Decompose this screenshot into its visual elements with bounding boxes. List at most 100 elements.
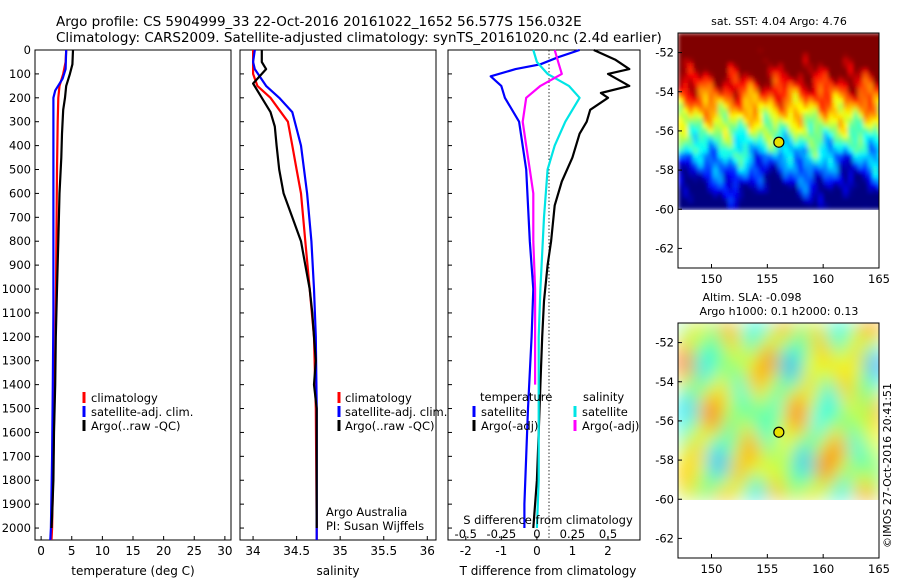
heatmap-cell	[804, 323, 812, 331]
heatmap-cell	[798, 183, 804, 189]
heatmap-cell	[755, 428, 763, 436]
heatmap-cell	[728, 163, 734, 169]
heatmap-cell	[793, 143, 799, 149]
heatmap-cell	[688, 103, 694, 109]
heatmap-cell	[797, 400, 805, 408]
heatmap-cell	[868, 78, 874, 84]
heatmap-cell	[858, 153, 864, 159]
heatmap-cell	[683, 103, 689, 109]
heatmap-cell	[833, 178, 839, 184]
heatmap-cell	[743, 173, 749, 179]
heatmap-cell	[748, 463, 756, 471]
heatmap-cell	[783, 435, 791, 443]
heatmap-cell	[790, 463, 798, 471]
x-tick-label: 10	[95, 544, 110, 558]
heatmap-cell	[776, 498, 784, 500]
heatmap-cell	[692, 463, 700, 471]
heatmap-cell	[783, 463, 791, 471]
heatmap-cell	[853, 108, 859, 114]
heatmap-cell	[811, 351, 819, 359]
heatmap-cell	[769, 435, 777, 443]
header-line-1: Argo profile: CS 5904999_33 22-Oct-2016 …	[56, 14, 582, 30]
heatmap-cell	[823, 33, 829, 39]
heatmap-cell	[708, 103, 714, 109]
heatmap-cell	[699, 337, 707, 345]
heatmap-cell	[793, 118, 799, 124]
heatmap-cell	[720, 323, 728, 331]
heatmap-cell	[788, 48, 794, 54]
heatmap-cell	[873, 178, 879, 184]
heatmap-cell	[778, 83, 784, 89]
heatmap-cell	[741, 372, 749, 380]
heatmap-cell	[713, 351, 721, 359]
heatmap-cell	[762, 414, 770, 422]
heatmap-cell	[811, 379, 819, 387]
heatmap-cell	[776, 365, 784, 373]
heatmap-cell	[803, 158, 809, 164]
x-tick-label: 155	[756, 562, 778, 576]
heatmap-cell	[846, 323, 854, 331]
heatmap-cell	[762, 477, 770, 485]
heatmap-cell	[860, 372, 868, 380]
heatmap-cell	[793, 48, 799, 54]
x-top-tick-label: 0	[533, 527, 540, 541]
heatmap-cell	[734, 428, 742, 436]
heatmap-cell	[868, 48, 874, 54]
heatmap-cell	[808, 208, 814, 210]
y-tick-label: 600	[9, 186, 31, 200]
heatmap-cell	[733, 128, 739, 134]
heatmap-cell	[763, 63, 769, 69]
heatmap-cell	[708, 108, 714, 114]
heatmap-cell	[753, 148, 759, 154]
heatmap-cell	[688, 203, 694, 209]
heatmap-cell	[803, 188, 809, 194]
heatmap-cell	[776, 323, 784, 331]
heatmap-cell	[818, 428, 826, 436]
heatmap-cell	[723, 43, 729, 49]
heatmap-cell	[853, 208, 859, 210]
heatmap-cell	[769, 365, 777, 373]
heatmap-cell	[838, 113, 844, 119]
heatmap-cell	[848, 53, 854, 59]
heatmap-cell	[741, 477, 749, 485]
heatmap-cell	[832, 414, 840, 422]
heatmap-cell	[848, 193, 854, 199]
heatmap-cell	[688, 163, 694, 169]
heatmap-cell	[813, 38, 819, 44]
heatmap-cell	[783, 400, 791, 408]
heatmap-cell	[778, 163, 784, 169]
y-tick-label: 700	[9, 210, 31, 224]
heatmap-cell	[741, 470, 749, 478]
heatmap-cell	[853, 133, 859, 139]
heatmap-cell	[692, 414, 700, 422]
heatmap-cell	[723, 138, 729, 144]
heatmap-cell	[790, 400, 798, 408]
heatmap-cell	[853, 365, 861, 373]
heatmap-cell	[818, 407, 826, 415]
heatmap-cell	[703, 183, 709, 189]
heatmap-cell	[728, 78, 734, 84]
heatmap-cell	[803, 78, 809, 84]
heatmap-cell	[843, 108, 849, 114]
heatmap-cell	[699, 351, 707, 359]
heatmap-cell	[797, 421, 805, 429]
heatmap-cell	[863, 83, 869, 89]
heatmap-cell	[778, 63, 784, 69]
heatmap-cell	[848, 153, 854, 159]
heatmap-cell	[853, 344, 861, 352]
heatmap-cell	[678, 484, 686, 492]
heatmap-cell	[703, 153, 709, 159]
heatmap-cell	[763, 58, 769, 64]
heatmap-cell	[873, 88, 879, 94]
heatmap-cell	[753, 68, 759, 74]
heatmap-cell	[823, 103, 829, 109]
heatmap-cell	[708, 118, 714, 124]
heatmap-cell	[843, 113, 849, 119]
heatmap-cell	[833, 198, 839, 204]
heatmap-cell	[769, 337, 777, 345]
heatmap-cell	[703, 178, 709, 184]
heatmap-cell	[828, 148, 834, 154]
heatmap-cell	[778, 178, 784, 184]
heatmap-cell	[798, 58, 804, 64]
heatmap-cell	[874, 463, 879, 471]
